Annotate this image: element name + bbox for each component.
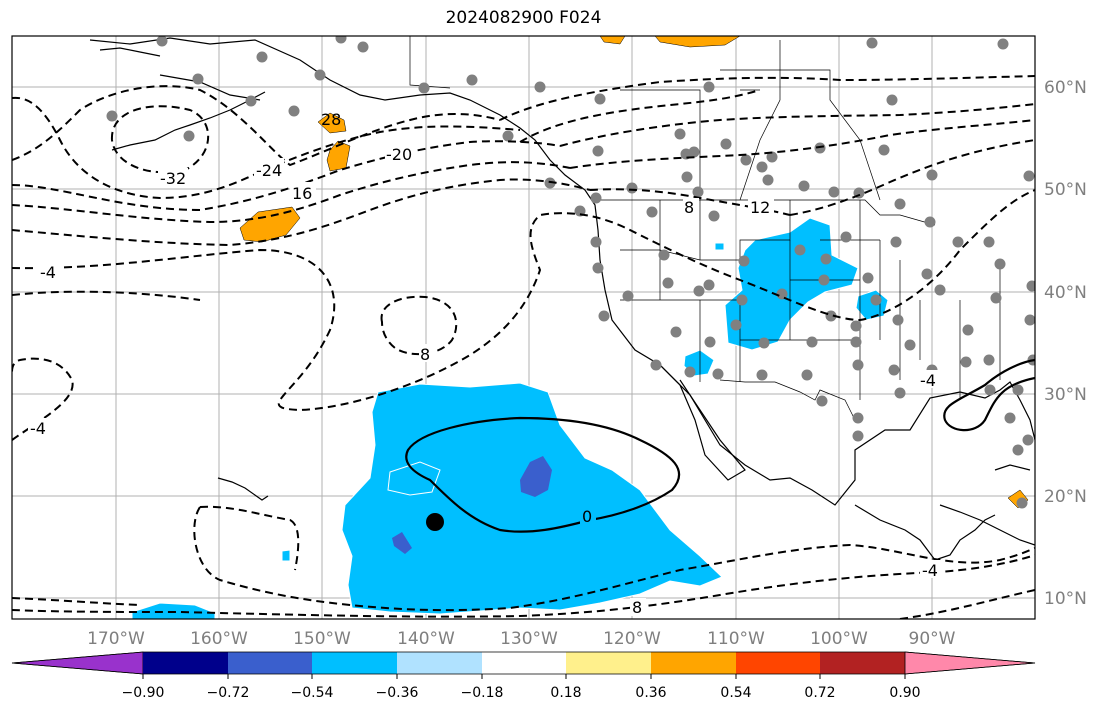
colorbar-tick-1: −0.90 <box>122 685 165 701</box>
blue-region-rockies <box>724 217 859 351</box>
colorbar-tick-6: 0.18 <box>550 685 581 701</box>
lat-label-40n: 40°N <box>1044 283 1087 303</box>
lon-label-160w: 160°W <box>190 629 248 649</box>
contours-solid <box>405 358 1035 533</box>
colorbar-tick-4: −0.36 <box>376 685 419 701</box>
colorbar-tick-3: −0.54 <box>291 685 334 701</box>
colorbar-bin-9 <box>820 652 905 674</box>
contour-label-3: -20 <box>386 145 412 164</box>
colorbar-extend-low <box>11 651 144 675</box>
lon-label-110w: 110°W <box>707 629 765 649</box>
colorbar-tick-8: 0.54 <box>720 685 751 701</box>
mid-blue-region-2 <box>392 532 412 554</box>
map-title: 2024082900 F024 <box>445 8 602 28</box>
contour-labels: -32 -24 -20 28 16 8 12 -4 -4 8 0 -4 8 -4 <box>28 110 942 617</box>
contour-label-8: -4 <box>40 263 56 282</box>
contour-label-11: 0 <box>582 507 592 526</box>
blue-spot-hawaii <box>281 549 291 562</box>
contour-label-4: 28 <box>321 110 341 129</box>
colorbar-tick-9: 0.72 <box>804 685 835 701</box>
longitude-labels: 170°W 160°W 150°W 140°W 130°W 120°W 110°… <box>87 629 956 649</box>
colorbar-bin-1 <box>143 652 228 674</box>
colorbar-bin-2 <box>228 652 312 674</box>
lat-label-60n: 60°N <box>1044 78 1087 98</box>
colorbar-bin-4 <box>397 652 482 674</box>
target-point <box>426 513 444 531</box>
contour-label-10: 8 <box>420 345 430 364</box>
orange-region-1 <box>239 206 301 243</box>
anomaly-fill <box>131 36 1029 619</box>
colorbar: −0.90 −0.72 −0.54 −0.36 −0.18 0.18 0.36 … <box>11 651 1036 701</box>
lon-label-100w: 100°W <box>810 629 868 649</box>
colorbar-extend-high <box>904 651 1036 675</box>
contour-label-2: -24 <box>256 161 282 180</box>
lon-label-140w: 140°W <box>397 629 455 649</box>
lat-label-30n: 30°N <box>1044 385 1087 405</box>
map-frame <box>11 35 1036 620</box>
lon-label-150w: 150°W <box>293 629 351 649</box>
colorbar-bin-8 <box>736 652 820 674</box>
colorbar-bin-5 <box>482 652 566 674</box>
colorbar-tick-5: −0.18 <box>461 685 504 701</box>
contour-label-6: 8 <box>684 198 694 217</box>
blue-spot-utah <box>714 242 725 251</box>
contour-label-5: 16 <box>292 184 312 203</box>
lat-label-50n: 50°N <box>1044 180 1087 200</box>
latitude-labels: 60°N 50°N 40°N 30°N 20°N 10°N <box>1044 78 1087 609</box>
colorbar-tick-10: 0.90 <box>889 685 920 701</box>
lon-label-90w: 90°W <box>909 629 956 649</box>
contour-label-1: -32 <box>160 169 186 188</box>
coastlines <box>89 37 1035 561</box>
colorbar-tick-7: 0.36 <box>635 685 666 701</box>
colorbar-tick-2: −0.72 <box>207 685 250 701</box>
lat-label-10n: 10°N <box>1044 589 1087 609</box>
lat-label-20n: 20°N <box>1044 487 1087 507</box>
orange-region-3 <box>317 112 347 134</box>
lon-label-130w: 130°W <box>500 629 558 649</box>
contour-label-12: -4 <box>922 561 938 580</box>
contour-label-13: 8 <box>632 598 642 617</box>
orange-region-4 <box>599 36 741 48</box>
mid-blue-region-1 <box>520 456 552 497</box>
lon-label-120w: 120°W <box>603 629 661 649</box>
contour-label-9: -4 <box>30 419 46 438</box>
contours-dashed <box>12 75 1035 619</box>
colorbar-bin-6 <box>566 652 651 674</box>
contour-label-14: -4 <box>920 371 936 390</box>
colorbar-bin-7 <box>651 652 736 674</box>
colorbar-bin-3 <box>312 652 397 674</box>
lon-label-170w: 170°W <box>87 629 145 649</box>
contour-label-7: 12 <box>750 198 770 217</box>
